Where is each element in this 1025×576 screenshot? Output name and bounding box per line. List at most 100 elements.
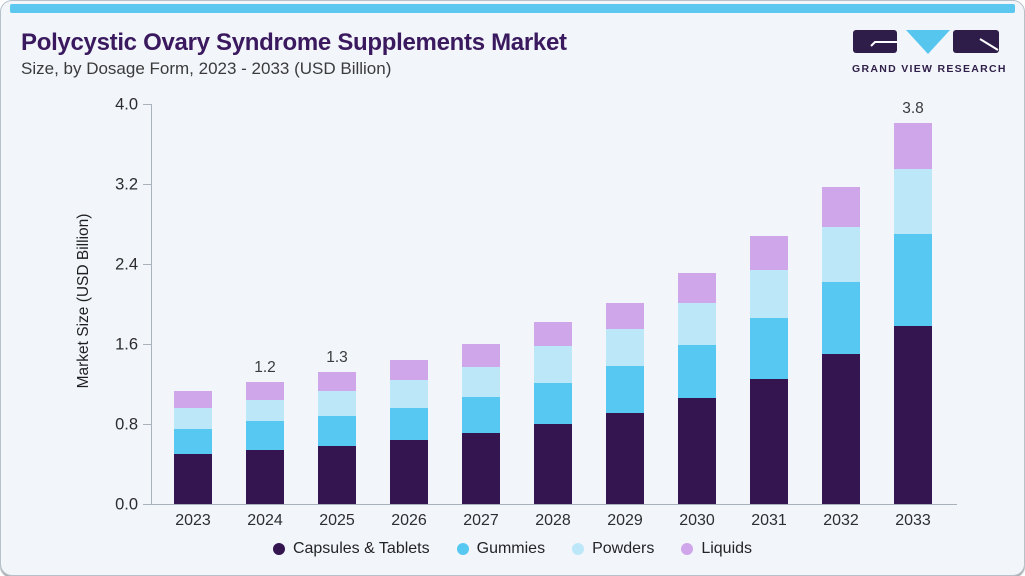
bar-segment-powders [822,227,860,282]
bar-2024 [246,382,284,504]
bar-segment-gummies [678,345,716,398]
bar-segment-capsules-tablets [174,454,212,504]
y-axis-tick [143,183,151,185]
bar-segment-powders [318,391,356,416]
y-tick-label: 4.0 [115,94,138,113]
bar-segment-liquids [462,344,500,367]
bar-segment-liquids [174,391,212,408]
bar-segment-powders [678,303,716,345]
x-tick-label: 2031 [751,512,787,529]
bar-segment-gummies [894,234,932,326]
y-tick-label: 3.2 [115,174,138,193]
bar-segment-gummies [462,397,500,433]
bar-segment-liquids [390,360,428,380]
bar-2033 [894,123,932,504]
y-tick-label: 1.6 [115,334,138,353]
bar-segment-powders [390,380,428,408]
y-axis-tick [143,263,151,265]
bar-segment-liquids [246,382,284,400]
gvr-logo-text: GRAND VIEW RESEARCH [852,63,1007,75]
bar-segment-powders [606,329,644,366]
bar-segment-gummies [390,408,428,440]
legend-dot-gummies [456,543,469,555]
legend-dot-powders [572,543,585,555]
top-accent-bar [10,4,1015,13]
bar-segment-liquids [606,303,644,329]
bar-2032 [822,187,860,504]
gvr-logo: GRAND VIEW RESEARCH [852,29,1007,75]
legend: Capsules & Tablets Gummies Powders Liquids [1,540,1024,558]
bar-segment-liquids [894,123,932,169]
legend-dot-capsules-tablets [272,543,285,555]
page-title: Polycystic Ovary Syndrome Supplements Ma… [21,29,567,56]
legend-label: Capsules & Tablets [292,540,430,557]
plot-area: 0.0 0.8 1.6 2.4 3.2 4.0 2023 2024 1.2 2025 1.3 2026… [115,96,957,529]
bar-segment-liquids [750,236,788,270]
bar-segment-capsules-tablets [894,326,932,504]
bar-segment-gummies [534,383,572,424]
bar-segment-capsules-tablets [534,424,572,504]
bar-value-label: 1.2 [254,358,276,376]
bar-segment-gummies [174,429,212,454]
legend-label: Liquids [701,540,753,557]
bar-segment-powders [462,367,500,397]
page-subtitle: Size, by Dosage Form, 2023 - 2033 (USD B… [21,59,392,78]
bar-segment-liquids [678,273,716,303]
legend-dot-liquids [681,543,694,555]
legend-item-gummies: Gummies [456,540,546,558]
bar-segment-powders [894,169,932,234]
x-tick-label: 2033 [895,512,931,529]
bar-segment-powders [246,400,284,421]
bar-segment-liquids [534,322,572,346]
bar-segment-gummies [750,318,788,379]
bar-2029 [606,303,644,504]
y-tick-label: 2.4 [115,254,138,273]
bar-2026 [390,360,428,504]
bar-2028 [534,322,572,504]
y-axis-tick [143,103,151,105]
bar-segment-capsules-tablets [246,450,284,504]
bar-segment-capsules-tablets [318,446,356,504]
bar-segment-powders [750,270,788,318]
legend-item-capsules-tablets: Capsules & Tablets [272,540,430,558]
x-tick-label: 2024 [247,512,283,529]
y-axis-tick [143,423,151,425]
bar-2025 [318,372,356,504]
y-axis-tick [143,343,151,345]
bar-2031 [750,236,788,504]
bar-segment-powders [174,408,212,429]
legend-label: Gummies [476,540,546,557]
x-tick-label: 2030 [679,512,715,529]
x-tick-label: 2027 [463,512,499,529]
bar-2023 [174,391,212,504]
bar-segment-liquids [318,372,356,391]
x-tick-label: 2032 [823,512,859,529]
y-axis-tick [143,503,151,505]
bar-segment-gummies [606,366,644,413]
x-tick-label: 2023 [175,512,211,529]
bar-value-label: 3.8 [902,99,924,117]
legend-item-liquids: Liquids [681,540,752,558]
bar-segment-gummies [318,416,356,446]
bar-segment-capsules-tablets [462,433,500,504]
bar-segment-gummies [246,421,284,450]
x-tick-label: 2028 [535,512,571,529]
bar-value-label: 1.3 [326,348,348,366]
y-tick-label: 0.8 [115,414,138,433]
bar-segment-capsules-tablets [750,379,788,504]
y-axis-title: Market Size (USD Billion) [75,213,92,389]
x-tick-label: 2026 [391,512,427,529]
bar-segment-capsules-tablets [390,440,428,504]
bar-segment-capsules-tablets [822,354,860,504]
bar-2027 [462,344,500,504]
legend-label: Powders [592,540,655,557]
bar-segment-capsules-tablets [678,398,716,504]
bar-segment-powders [534,346,572,383]
x-tick-label: 2029 [607,512,643,529]
bar-segment-capsules-tablets [606,413,644,504]
gvr-logo-mark [853,30,999,54]
x-tick-label: 2025 [319,512,355,529]
y-tick-label: 0.0 [115,494,138,513]
legend-item-powders: Powders [572,540,654,558]
